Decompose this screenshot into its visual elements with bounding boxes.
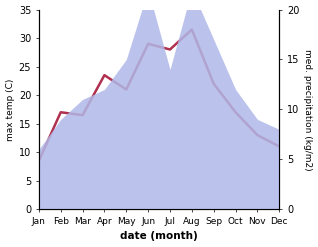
- Y-axis label: med. precipitation (kg/m2): med. precipitation (kg/m2): [303, 49, 313, 170]
- Y-axis label: max temp (C): max temp (C): [5, 78, 15, 141]
- X-axis label: date (month): date (month): [120, 231, 198, 242]
